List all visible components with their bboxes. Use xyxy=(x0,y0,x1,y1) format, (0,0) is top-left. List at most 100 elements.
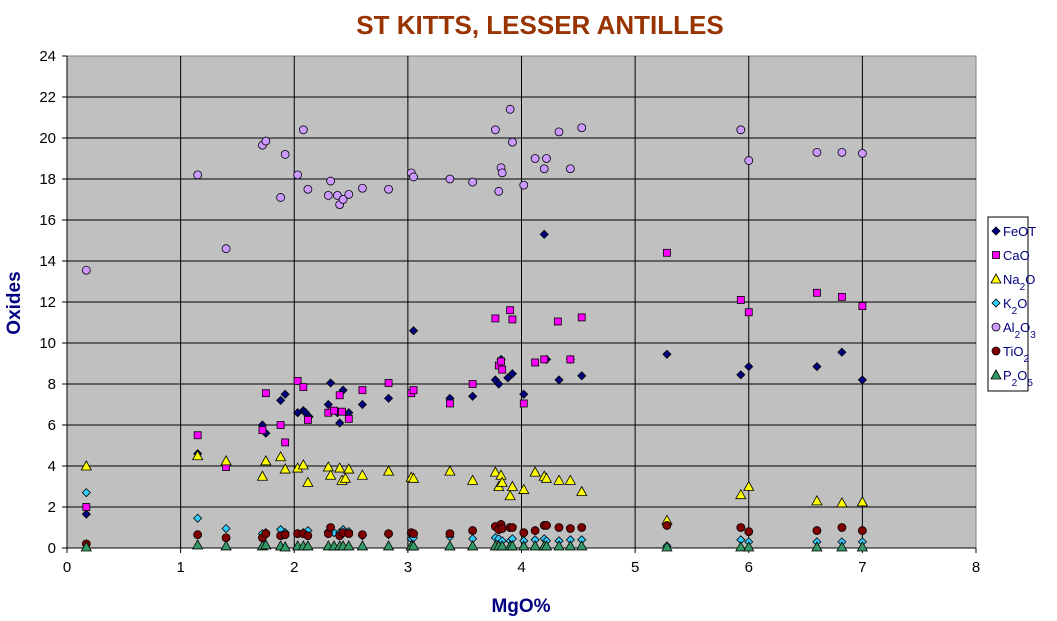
legend-label: Al2O3 xyxy=(1003,320,1036,341)
y-axis-title: Oxides xyxy=(4,271,25,334)
data-point xyxy=(744,308,753,317)
data-point xyxy=(279,463,291,474)
data-point xyxy=(344,414,353,423)
data-point xyxy=(256,470,269,481)
data-point xyxy=(220,540,232,551)
data-point xyxy=(811,495,823,506)
data-point xyxy=(444,540,456,551)
data-point xyxy=(323,190,333,200)
data-point xyxy=(812,362,822,372)
data-point xyxy=(540,540,553,551)
legend-item-tio2: TiO2 xyxy=(991,344,1029,365)
data-point xyxy=(261,389,270,398)
data-point xyxy=(565,524,575,533)
data-point xyxy=(663,248,671,257)
data-point xyxy=(662,349,672,359)
data-point xyxy=(553,540,565,551)
data-point xyxy=(498,365,507,374)
data-point xyxy=(343,540,355,551)
data-point xyxy=(662,521,672,530)
data-point xyxy=(542,521,551,530)
y-tick-label: 12 xyxy=(39,294,56,311)
data-point xyxy=(577,371,587,381)
data-point xyxy=(505,104,515,114)
data-point xyxy=(276,395,286,405)
data-point xyxy=(260,455,272,466)
data-point xyxy=(496,476,508,487)
data-point xyxy=(735,488,747,500)
data-point xyxy=(408,326,419,336)
data-point xyxy=(736,125,746,135)
data-point xyxy=(837,147,847,157)
data-point xyxy=(322,461,335,472)
data-point xyxy=(299,383,308,391)
data-point xyxy=(343,463,355,474)
data-point xyxy=(335,391,344,400)
data-point xyxy=(736,296,745,304)
data-point xyxy=(466,540,479,551)
y-tick-label: 14 xyxy=(39,253,56,270)
x-tick-label: 0 xyxy=(63,559,71,576)
legend-box xyxy=(987,216,1029,392)
legend-item-p2o5: P2O5 xyxy=(990,368,1033,389)
legend-item-feot: FeOT xyxy=(991,224,1036,239)
legend-marker xyxy=(991,322,1001,332)
legend-marker xyxy=(990,369,1002,380)
y-tick-label: 10 xyxy=(39,335,56,352)
data-point xyxy=(330,406,338,415)
data-point xyxy=(507,369,517,379)
data-point xyxy=(494,379,504,389)
data-points xyxy=(80,104,869,552)
x-tick-label: 7 xyxy=(858,559,866,576)
data-point xyxy=(576,540,588,551)
data-point xyxy=(298,125,308,135)
data-point xyxy=(276,193,286,202)
data-point xyxy=(491,314,500,323)
data-point xyxy=(358,386,367,395)
data-point xyxy=(519,389,529,399)
data-point xyxy=(856,541,869,552)
data-point xyxy=(338,407,346,416)
data-point xyxy=(357,399,367,410)
data-point xyxy=(382,540,395,551)
data-point xyxy=(384,379,393,387)
data-point xyxy=(261,136,271,146)
data-point xyxy=(445,174,455,184)
data-point xyxy=(193,431,202,440)
data-point xyxy=(856,496,869,507)
series-feot xyxy=(81,229,867,519)
legend: FeOT CaO Na2O K2O Al2O3 TiO2 P2O5 xyxy=(987,216,1036,392)
data-point xyxy=(193,513,203,523)
x-tick-label: 5 xyxy=(631,559,639,576)
data-point xyxy=(813,288,821,297)
legend-label: K2O xyxy=(1003,296,1027,317)
series-na2o xyxy=(80,449,869,525)
data-point xyxy=(193,530,203,540)
x-tick-label: 8 xyxy=(972,559,980,576)
data-point xyxy=(468,177,478,187)
data-point xyxy=(540,355,549,364)
legend-label: Na2O xyxy=(1003,272,1035,293)
data-point xyxy=(857,375,867,385)
data-point xyxy=(530,526,540,535)
data-point xyxy=(554,523,564,532)
legend-label: P2O5 xyxy=(1003,368,1033,389)
data-point xyxy=(554,127,564,137)
data-point xyxy=(577,123,587,133)
series-cao xyxy=(82,248,867,511)
y-tick-label: 20 xyxy=(39,130,56,147)
y-tick-label: 4 xyxy=(48,458,56,475)
data-point xyxy=(508,523,517,532)
data-point xyxy=(407,540,420,551)
data-point xyxy=(293,377,302,385)
data-point xyxy=(293,170,303,180)
data-point xyxy=(497,168,507,178)
data-point xyxy=(577,523,587,532)
data-point xyxy=(566,355,575,364)
data-point xyxy=(468,391,478,401)
data-point xyxy=(553,317,562,326)
data-point xyxy=(508,137,517,147)
legend-item-k2o: K2O xyxy=(991,296,1027,317)
series-tio2 xyxy=(81,520,867,549)
